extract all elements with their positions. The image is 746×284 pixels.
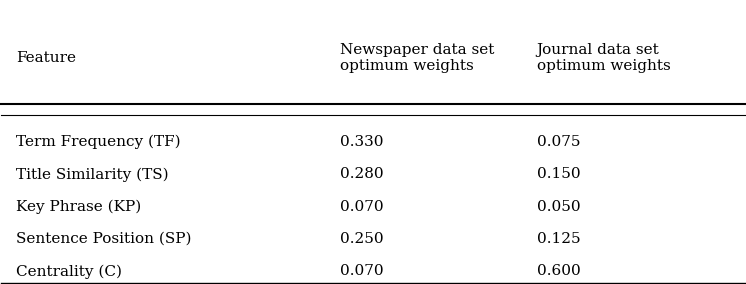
Text: Sentence Position (SP): Sentence Position (SP) [16, 232, 192, 246]
Text: 0.125: 0.125 [536, 232, 580, 246]
Text: 0.280: 0.280 [339, 167, 383, 181]
Text: 0.050: 0.050 [536, 200, 580, 214]
Text: 0.250: 0.250 [339, 232, 383, 246]
Text: Centrality (C): Centrality (C) [16, 264, 122, 279]
Text: 0.070: 0.070 [339, 200, 383, 214]
Text: 0.330: 0.330 [339, 135, 383, 149]
Text: 0.600: 0.600 [536, 264, 580, 278]
Text: Journal data set
optimum weights: Journal data set optimum weights [536, 43, 670, 73]
Text: Newspaper data set
optimum weights: Newspaper data set optimum weights [339, 43, 494, 73]
Text: Key Phrase (KP): Key Phrase (KP) [16, 199, 142, 214]
Text: Feature: Feature [16, 51, 76, 65]
Text: 0.150: 0.150 [536, 167, 580, 181]
Text: Title Similarity (TS): Title Similarity (TS) [16, 167, 169, 181]
Text: 0.075: 0.075 [536, 135, 580, 149]
Text: Term Frequency (TF): Term Frequency (TF) [16, 135, 181, 149]
Text: 0.070: 0.070 [339, 264, 383, 278]
